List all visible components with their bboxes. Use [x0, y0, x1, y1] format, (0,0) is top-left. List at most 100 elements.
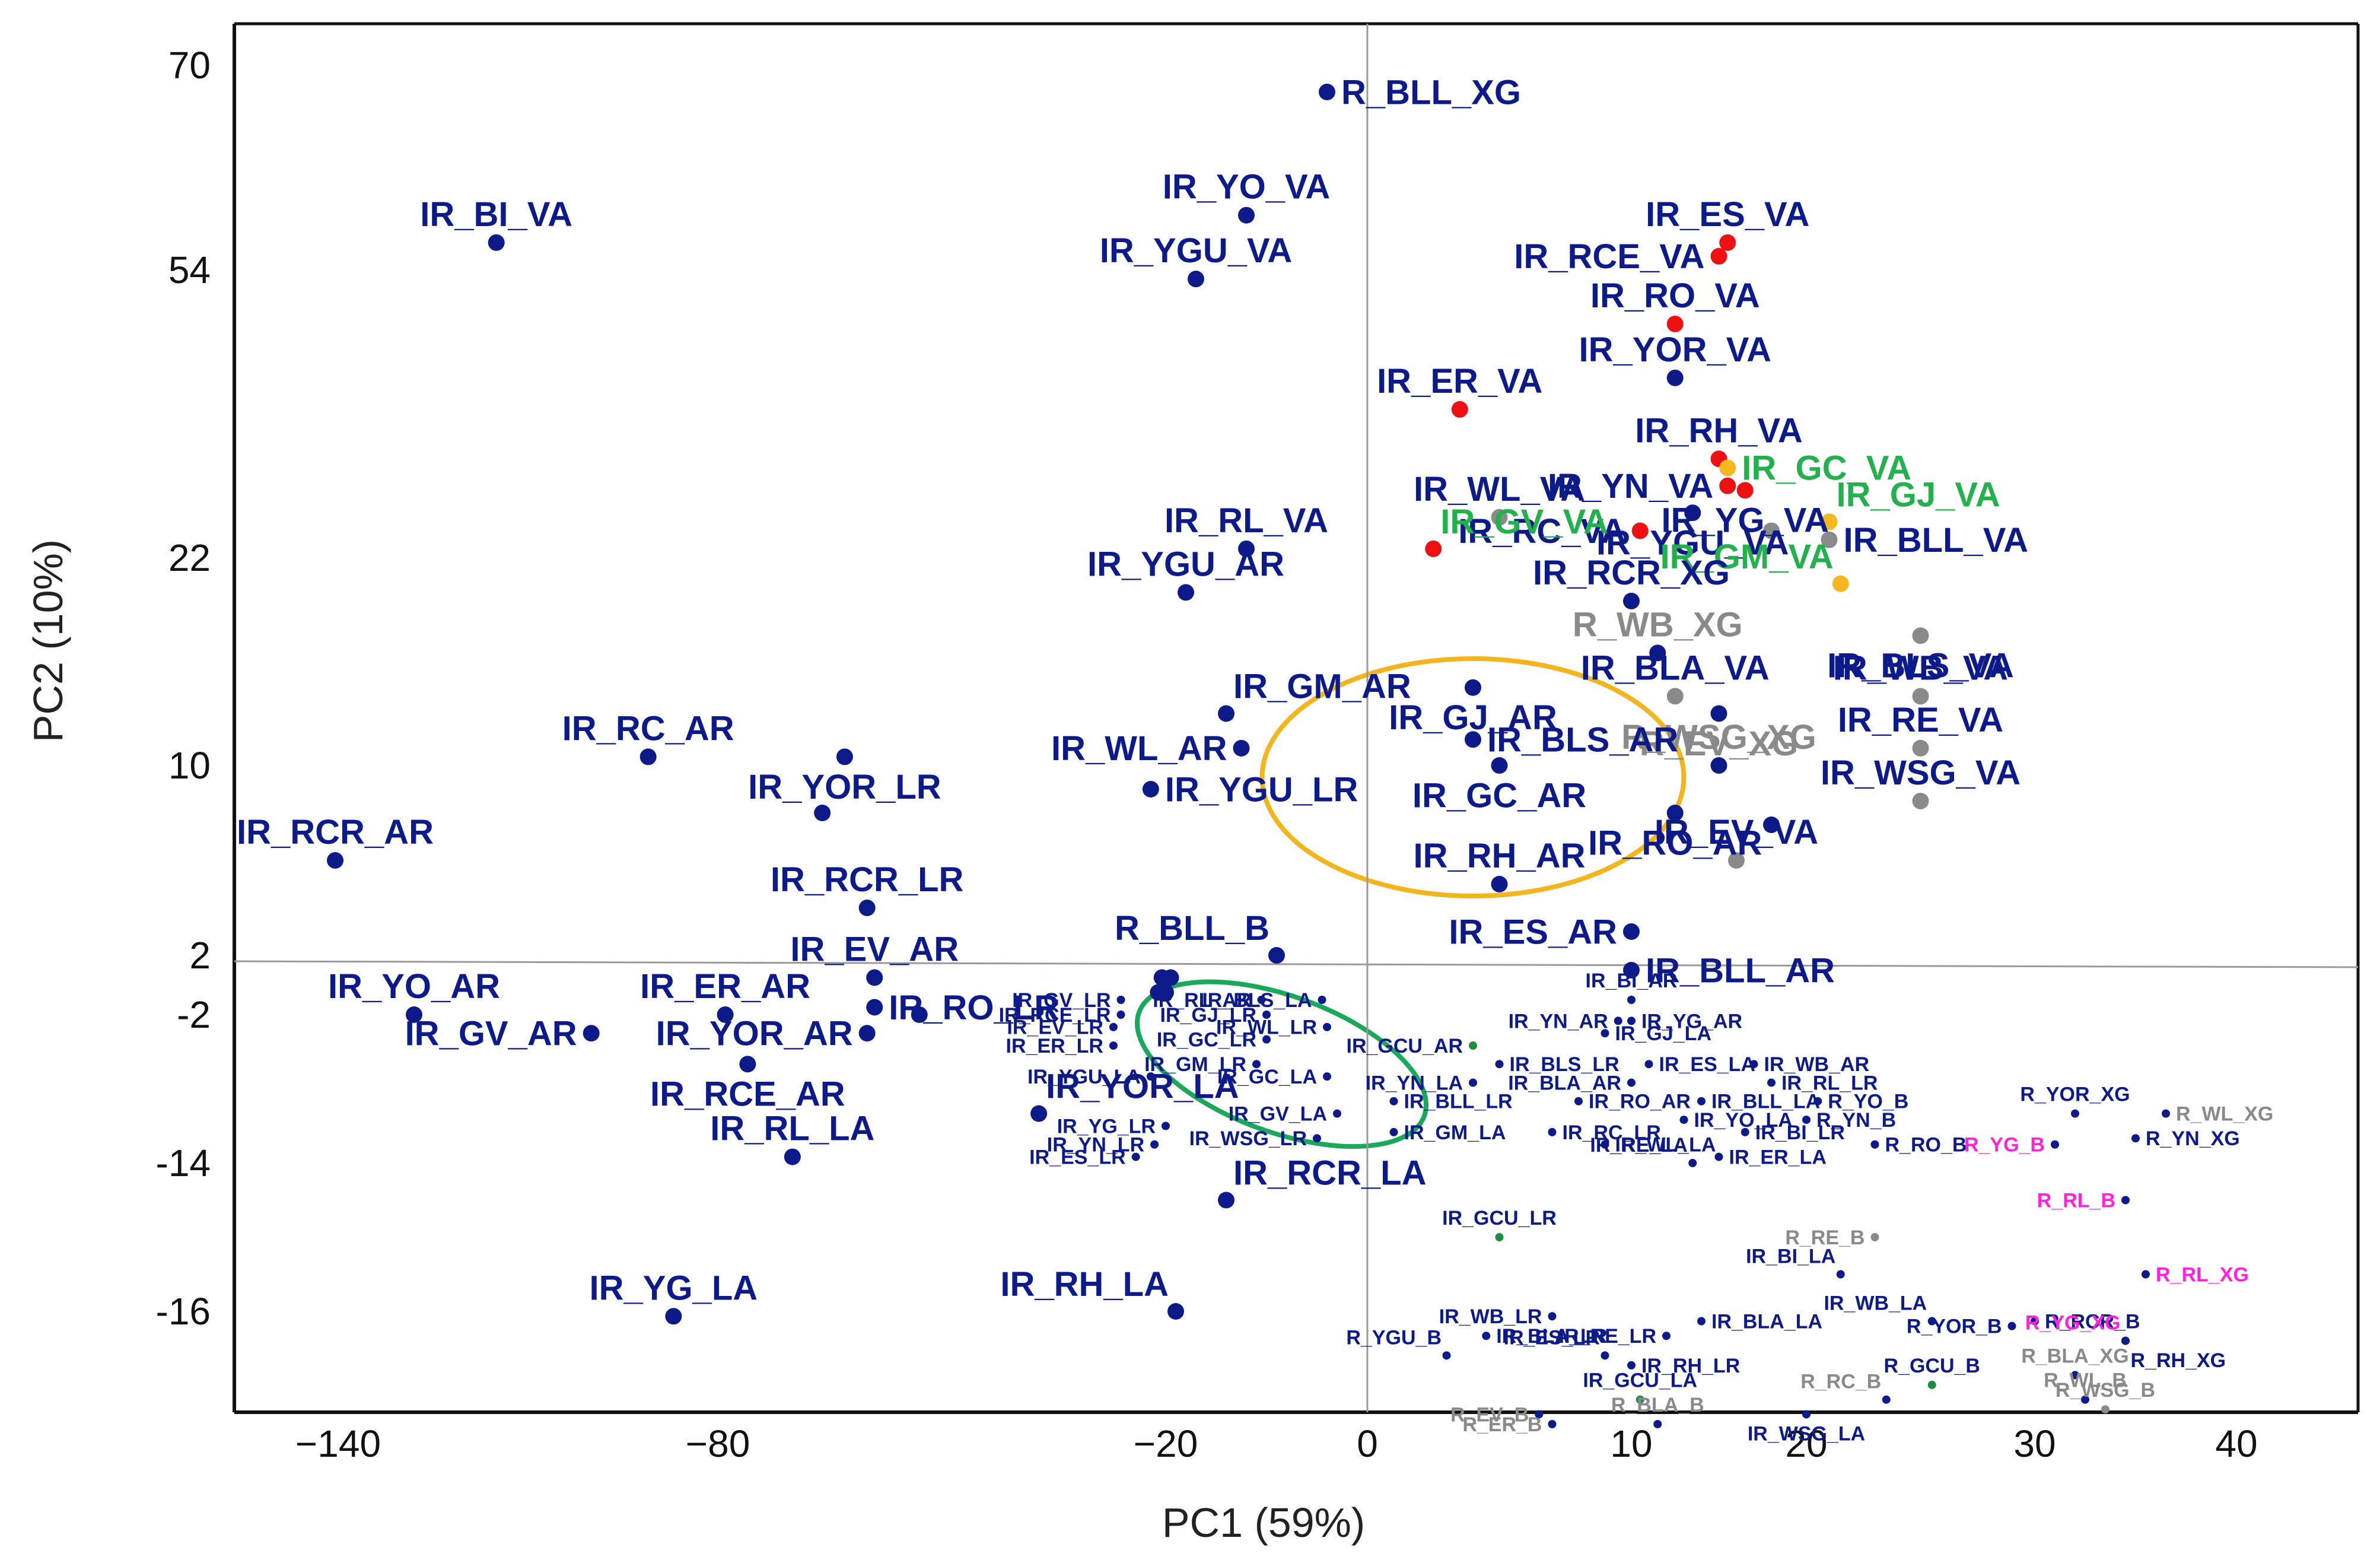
data-point: [1318, 996, 1326, 1004]
point-label: IR_RO_AR: [1588, 824, 1762, 862]
point-label: IR_YG_VA: [1661, 501, 1829, 540]
data-point: [1535, 1410, 1544, 1419]
point-label: R_WSG_B: [2056, 1379, 2155, 1402]
point-label: IR_GJ_LA: [1615, 1022, 1712, 1045]
data-point: [2101, 1405, 2109, 1414]
data-point: [1601, 1029, 1609, 1038]
point-label: IR_YN_VA: [1548, 467, 1713, 506]
data-point: [1802, 1410, 1811, 1419]
data-point: [1451, 401, 1468, 418]
data-point: [814, 805, 831, 821]
data-point: [1728, 852, 1745, 869]
data-point: [1821, 531, 1838, 548]
point-label: IR_RH_AR: [1413, 837, 1585, 875]
data-point: [1333, 1109, 1341, 1118]
data-point: [1218, 705, 1234, 722]
point-label: IR_EV_VA: [1654, 813, 1818, 852]
data-point: [1482, 1332, 1491, 1340]
point-label: R_GCU_B: [1884, 1355, 1980, 1377]
data-point: [836, 748, 853, 765]
point-label: IR_BLL_AR: [1646, 951, 1835, 990]
point-label: IR_RCR_LA: [1233, 1154, 1427, 1193]
data-point: [1912, 793, 1929, 809]
point-label: IR_GJ_VA: [1837, 475, 2000, 514]
data-point: [1631, 522, 1649, 539]
x-tick-label: 40: [2215, 1422, 2257, 1465]
data-point: [1749, 1060, 1758, 1069]
point-label: IR_WB_VA: [1833, 649, 2008, 687]
point-label: IR_ER_LA: [1729, 1146, 1827, 1168]
data-point: [1116, 1011, 1125, 1019]
data-point: [1821, 513, 1838, 530]
point-label: R_BLL_XG: [1341, 73, 1521, 112]
point-label: IR_BI_LA: [1746, 1246, 1835, 1268]
point-label: IR_BI_AR: [1586, 970, 1678, 992]
data-point: [1131, 1152, 1140, 1161]
data-point: [1666, 315, 1684, 332]
point-label: IR_ER_LR: [1006, 1035, 1103, 1057]
x-axis-title: PC1 (59%): [1162, 1499, 1365, 1546]
point-label: R_YN_XG: [2146, 1127, 2240, 1150]
data-point: [1653, 1420, 1662, 1428]
point-label: IR_GV_LR: [1012, 989, 1111, 1012]
point-label: R_YOR_XG: [2020, 1084, 2130, 1106]
point-label: IR_RL_LR: [1781, 1072, 1878, 1094]
data-point: [1601, 1140, 1609, 1149]
point-label: IR_RE_LA: [1590, 1134, 1687, 1157]
point-label: IR_BLA_VA: [1581, 649, 1770, 687]
point-label: IR_BLS_LA: [1202, 989, 1312, 1012]
point-label: IR_WL_VA: [1414, 470, 1585, 509]
point-label: IR_GC_AR: [1412, 776, 1586, 815]
point-label: R_BLA_XG: [2021, 1345, 2128, 1367]
data-point: [1233, 739, 1250, 757]
data-point: [1697, 1097, 1706, 1105]
data-point: [1644, 1060, 1653, 1069]
ellipse-layer: [1134, 656, 1687, 1149]
data-point: [1688, 1159, 1697, 1167]
data-point: [1710, 757, 1727, 774]
point-label: IR_EV_LR: [1007, 1016, 1103, 1039]
data-point: [2007, 1321, 2016, 1330]
data-point: [1927, 1380, 1936, 1389]
point-label: R_EV_B: [1450, 1403, 1529, 1426]
point-label: IR_RH_LA: [1000, 1265, 1169, 1304]
y-tick-label: -14: [156, 1142, 211, 1184]
data-point: [1548, 1127, 1557, 1136]
point-label: IR_GV_LA: [1229, 1103, 1327, 1126]
point-label: R_EV_XG: [1640, 725, 1799, 763]
point-label: IR_RL_AR: [1153, 989, 1251, 1012]
data-point: [1030, 1105, 1048, 1122]
point-label: IR_RCR_AR: [237, 813, 434, 852]
point-label: IR_YGU_VA: [1100, 231, 1292, 270]
data-point: [2121, 1336, 2130, 1345]
data-point: [1262, 1011, 1271, 1019]
data-point: [1912, 688, 1929, 705]
data-point: [1178, 584, 1194, 601]
point-label: IR_GM_LA: [1404, 1121, 1506, 1144]
point-label: IR_GV_VA: [1440, 503, 1608, 541]
point-label: IR_RL_LA: [710, 1110, 874, 1148]
y-tick-label: 70: [168, 44, 211, 87]
point-label: R_YG_XG: [2025, 1312, 2121, 1335]
axes-layer: [233, 22, 2360, 1414]
point-label: IR_WL_AR: [1051, 729, 1227, 768]
x-tick-label: 30: [2013, 1422, 2056, 1465]
data-point: [1167, 1303, 1184, 1320]
data-point: [1495, 1060, 1504, 1069]
point-label: IR_BLL_VA: [1844, 521, 2029, 560]
point-label: R_WL_B: [2044, 1370, 2127, 1392]
orange-ellipse: [1259, 656, 1687, 898]
point-label: IR_WL_LA: [1615, 1134, 1716, 1157]
data-point: [1666, 805, 1684, 821]
data-point: [1802, 1116, 1811, 1124]
point-label: IR_RE_VA: [1838, 701, 2003, 739]
data-point: [1548, 1420, 1557, 1428]
data-point: [1912, 627, 1929, 644]
data-point: [1389, 1097, 1398, 1105]
data-point: [1157, 984, 1174, 1001]
point-label: IR_RO_AR: [1589, 1091, 1691, 1113]
point-label: IR_BLA_LA: [1711, 1310, 1822, 1333]
data-point: [406, 1006, 422, 1023]
point-label: IR_WSG_LA: [1748, 1423, 1865, 1445]
point-label: IR_GCU_AR: [1347, 1035, 1463, 1057]
